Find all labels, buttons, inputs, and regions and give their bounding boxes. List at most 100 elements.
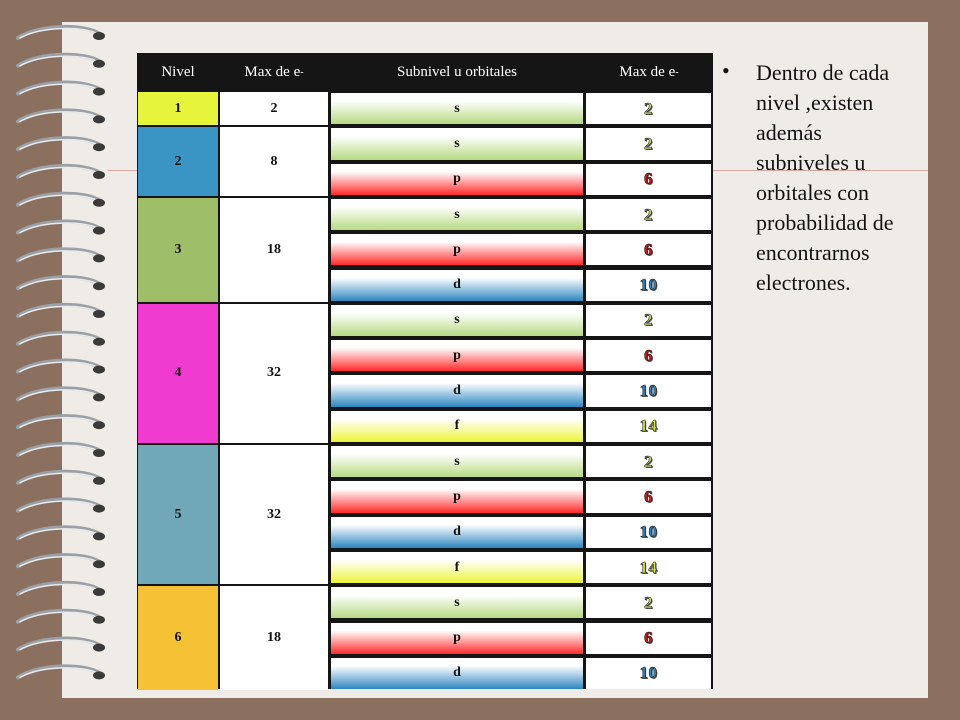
spiral-ring-highlight bbox=[19, 277, 99, 289]
spiral-ring-highlight bbox=[19, 389, 99, 401]
spiral-ring bbox=[16, 303, 102, 318]
spiral-hole bbox=[93, 115, 105, 124]
orbital-max-electrons: 6 bbox=[644, 628, 653, 648]
orbital-max-cell: 2 bbox=[586, 304, 711, 337]
level-cell: 1 bbox=[138, 92, 218, 126]
orbital-cell: d bbox=[331, 657, 583, 690]
bullet-text: Dentro de cada nivel ,existen además sub… bbox=[756, 60, 894, 295]
spiral-ring-highlight bbox=[19, 27, 99, 39]
orbital-max-electrons: 6 bbox=[644, 486, 653, 507]
level-max-electrons: 32 bbox=[267, 506, 281, 522]
spiral-ring-highlight bbox=[19, 611, 99, 623]
orbital-max-electrons: 2 bbox=[644, 204, 653, 224]
orbital-max-cell: 2 bbox=[586, 587, 711, 619]
table-header: Max de e- bbox=[219, 53, 329, 91]
spiral-ring-highlight bbox=[19, 555, 99, 567]
spiral-ring-highlight bbox=[19, 500, 99, 512]
bullet-point: • bbox=[722, 58, 730, 83]
spiral-hole bbox=[93, 449, 105, 457]
orbital-cell: f bbox=[331, 410, 583, 442]
orbital-label: s bbox=[454, 206, 460, 222]
spiral-ring-highlight bbox=[19, 222, 99, 234]
spiral-ring bbox=[16, 52, 102, 68]
orbital-cell: s bbox=[331, 198, 583, 231]
spiral-ring bbox=[16, 553, 102, 569]
orbital-max-electrons: 6 bbox=[644, 169, 653, 189]
spiral-hole bbox=[93, 393, 105, 402]
spiral-ring-highlight bbox=[19, 416, 99, 428]
spiral-ring-highlight bbox=[19, 166, 99, 178]
orbital-max-electrons: 6 bbox=[644, 345, 653, 365]
level-number: 1 bbox=[174, 100, 182, 116]
header-label: Max de e bbox=[244, 63, 301, 80]
orbital-label: d bbox=[453, 524, 461, 540]
spiral-ring-highlight bbox=[19, 361, 99, 373]
orbital-max-cell: 6 bbox=[586, 622, 711, 654]
spiral-ring-highlight bbox=[19, 83, 99, 95]
orbital-label: s bbox=[454, 594, 460, 610]
spiral-hole bbox=[93, 254, 105, 263]
spiral-ring bbox=[16, 25, 102, 40]
orbital-max-electrons: 2 bbox=[644, 133, 653, 154]
spiral-ring bbox=[16, 164, 102, 179]
level-max-electrons: 32 bbox=[267, 365, 281, 381]
spiral-hole bbox=[93, 671, 105, 680]
spiral-ring bbox=[16, 608, 102, 624]
spiral-hole bbox=[93, 532, 105, 541]
orbital-cell: s bbox=[331, 587, 583, 619]
header-label: Nivel bbox=[161, 63, 195, 80]
orbital-max-cell: 6 bbox=[586, 163, 711, 195]
orbital-label: p bbox=[453, 630, 461, 646]
spiral-ring bbox=[16, 108, 102, 124]
level-number: 5 bbox=[174, 506, 182, 522]
level-cell: 4 bbox=[138, 303, 218, 443]
level-cell: 2 bbox=[138, 127, 218, 196]
superscript-minus: - bbox=[300, 66, 304, 78]
spiral-hole bbox=[93, 643, 105, 652]
orbital-label: s bbox=[454, 453, 460, 469]
orbital-cell: s bbox=[331, 128, 583, 160]
orbital-max-electrons: 14 bbox=[639, 557, 658, 577]
spiral-hole bbox=[93, 365, 105, 374]
spiral-ring bbox=[16, 80, 102, 96]
spiral-ring-highlight bbox=[19, 667, 99, 679]
level-max-electrons: 18 bbox=[267, 241, 281, 257]
orbital-cell: p bbox=[331, 234, 583, 266]
orbital-max-cell: 2 bbox=[586, 93, 711, 125]
orbital-max-cell: 14 bbox=[586, 410, 711, 442]
level-max-electrons: 8 bbox=[270, 153, 278, 169]
spiral-ring bbox=[16, 386, 102, 402]
spiral-ring bbox=[16, 442, 102, 457]
spiral-hole bbox=[93, 282, 105, 291]
electron-table: Nivel Max de e - Subnivel u orbitales Max de… bbox=[137, 53, 713, 691]
orbital-cell: p bbox=[331, 163, 583, 195]
orbital-cell: f bbox=[331, 551, 583, 584]
header-label: Max de e bbox=[619, 63, 676, 80]
spiral-ring bbox=[16, 414, 102, 430]
level-max-cell: 2 bbox=[220, 92, 328, 126]
orbital-label: f bbox=[454, 418, 460, 434]
spiral-ring bbox=[16, 664, 102, 680]
orbital-cell: s bbox=[331, 93, 583, 125]
level-number: 6 bbox=[174, 630, 182, 646]
spiral-ring-highlight bbox=[19, 111, 99, 123]
spiral-hole bbox=[93, 560, 105, 569]
orbital-label: d bbox=[453, 277, 461, 293]
orbital-label: s bbox=[454, 100, 460, 116]
level-max-cell: 18 bbox=[220, 197, 328, 302]
orbital-max-cell: 2 bbox=[586, 128, 711, 160]
spiral-ring-highlight bbox=[19, 305, 99, 317]
level-max-electrons: 2 bbox=[270, 100, 278, 116]
orbital-max-electrons: 2 bbox=[644, 451, 653, 471]
level-number: 3 bbox=[174, 241, 182, 257]
orbital-cell: d bbox=[331, 516, 583, 548]
orbital-max-cell: 10 bbox=[586, 269, 711, 301]
level-number: 2 bbox=[174, 153, 182, 169]
spiral-ring bbox=[16, 358, 102, 374]
orbital-label: f bbox=[454, 559, 460, 575]
spiral-ring bbox=[16, 636, 102, 652]
level-max-cell: 32 bbox=[220, 303, 328, 443]
table-header: Max de e- bbox=[585, 53, 713, 91]
orbital-max-cell: 6 bbox=[586, 481, 711, 513]
spiral-ring-highlight bbox=[19, 333, 99, 345]
